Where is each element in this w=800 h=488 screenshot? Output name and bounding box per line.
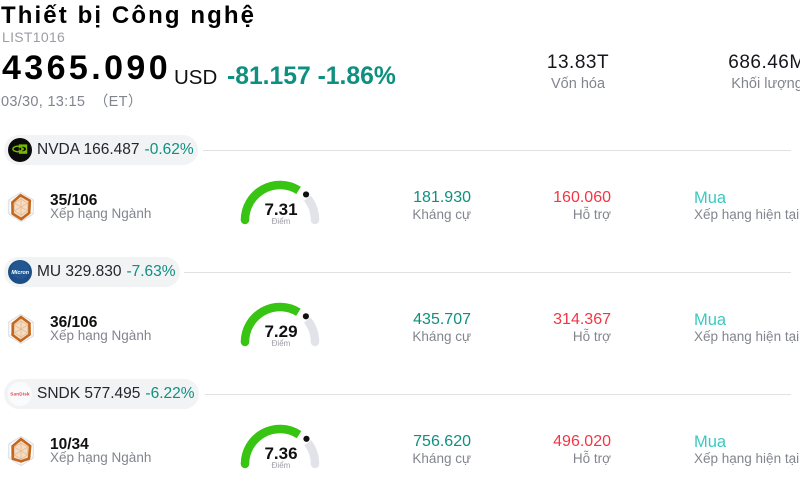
- svg-text:SanDisk: SanDisk: [10, 392, 30, 397]
- svg-text:Micron: Micron: [11, 270, 29, 276]
